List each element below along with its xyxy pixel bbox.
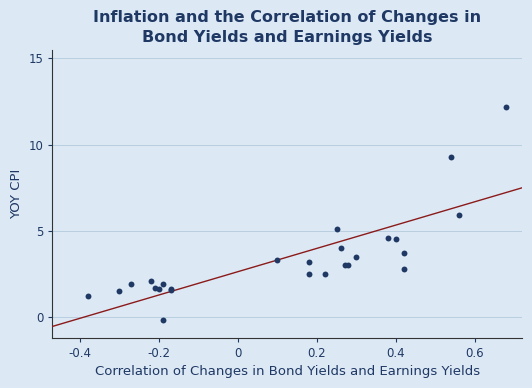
Point (400, 250, 408, 256)
Point (155, 286, 163, 293)
Point (151, 285, 159, 291)
Point (305, 259, 313, 265)
Point (147, 278, 155, 284)
Point (159, 281, 167, 288)
Point (392, 236, 400, 242)
Point (305, 271, 313, 277)
Title: Inflation and the Correlation of Changes in
Bond Yields and Earnings Yields: Inflation and the Correlation of Changes… (93, 10, 481, 45)
Point (447, 154, 455, 160)
Point (273, 257, 281, 263)
Point (159, 317, 167, 324)
Point (455, 212, 463, 218)
X-axis label: Correlation of Changes in Bond Yields and Earnings Yields: Correlation of Changes in Bond Yields an… (95, 365, 480, 378)
Point (502, 104, 511, 110)
Point (332, 226, 341, 232)
Point (115, 288, 123, 294)
Point (167, 286, 175, 292)
Point (167, 287, 175, 293)
Point (127, 281, 136, 288)
Point (336, 245, 345, 251)
Y-axis label: YOY CPI: YOY CPI (10, 169, 23, 219)
Point (344, 262, 353, 268)
Point (352, 254, 361, 260)
Point (84, 293, 92, 300)
Point (384, 235, 392, 241)
Point (340, 262, 349, 268)
Point (320, 271, 329, 277)
Point (400, 266, 408, 272)
